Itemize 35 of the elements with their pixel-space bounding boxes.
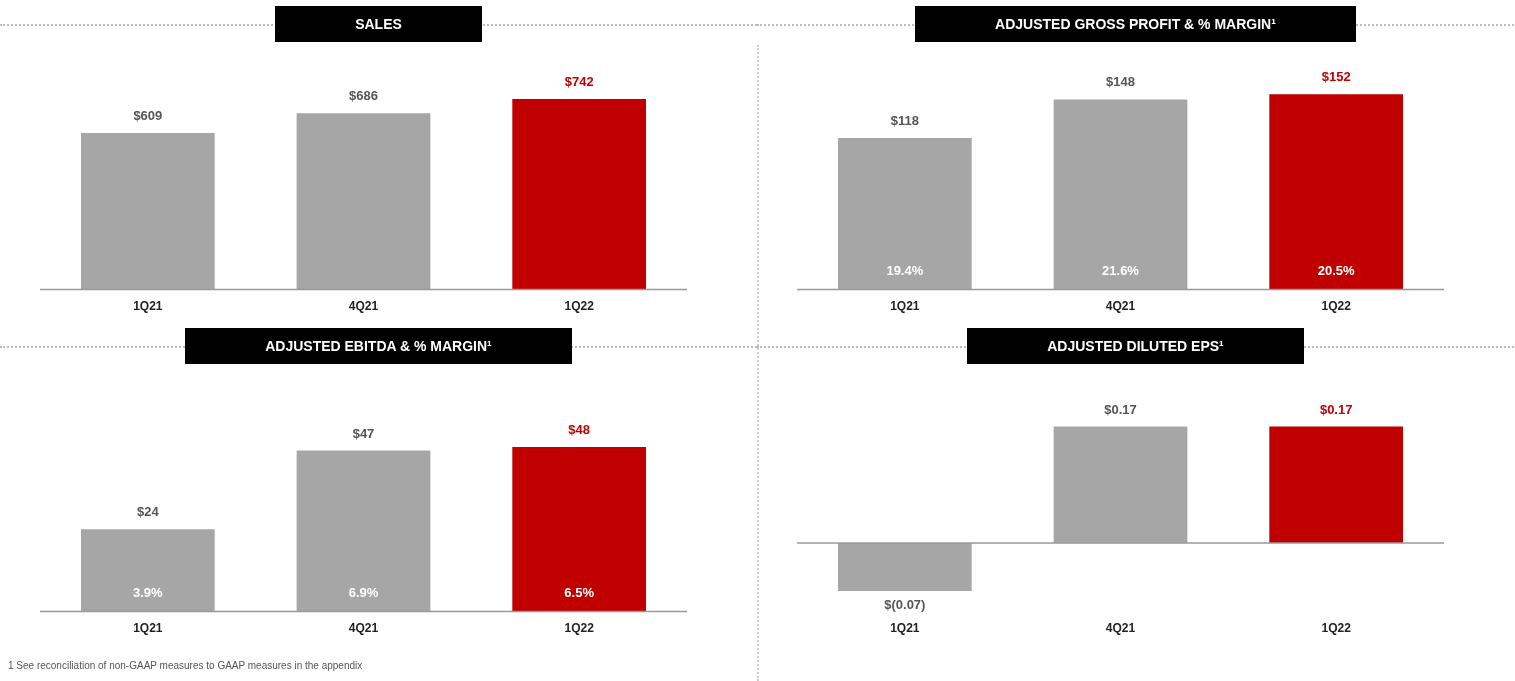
x-tick-label: 1Q21 [890,299,920,314]
x-tick-label: 1Q21 [890,621,920,636]
x-tick-label: 4Q21 [1105,621,1136,636]
data-label: $118 [890,113,919,129]
annotation: 21.6% [1102,263,1140,279]
chart-title: ADJUSTED EBITDA & % MARGIN¹ [185,328,572,364]
annotation: 6.5% [564,585,595,601]
data-label: $148 [1106,74,1135,90]
text: 1 See reconciliation of non-GAAP measures to GAAP measures in the appendix [8,660,363,671]
data-label: $0.17 [1319,401,1353,417]
chart-title: SALES [275,6,482,42]
annotation: 19.4% [886,263,924,279]
x-tick-label: 1Q22 [1321,299,1352,314]
data-label: $152 [1321,69,1351,85]
x-tick-label: 1Q22 [564,621,595,636]
x-tick-label: 4Q21 [348,299,379,314]
data-label: $742 [564,73,594,89]
data-label: $48 [568,422,591,438]
data-label: $686 [349,88,378,104]
annotation: 20.5% [1317,263,1356,279]
x-tick-label: 1Q22 [564,299,595,314]
x-tick-label: 1Q21 [133,621,163,636]
annotation: 6.9% [348,585,379,601]
data-label: $47 [352,425,375,441]
data-label: $24 [136,504,160,520]
x-tick-label: 4Q21 [348,621,379,636]
annotation: 3.9% [133,585,164,601]
chart-title: ADJUSTED GROSS PROFIT & % MARGIN¹ [915,6,1356,42]
x-tick-label: 4Q21 [1105,299,1136,314]
data-label: $609 [133,108,163,124]
chart-title: ADJUSTED DILUTED EPS¹ [967,328,1304,364]
data-label: $(0.07) [884,597,926,613]
x-tick-label: 1Q22 [1321,621,1352,636]
data-label: $0.17 [1104,401,1137,417]
x-tick-label: 1Q21 [133,299,163,314]
